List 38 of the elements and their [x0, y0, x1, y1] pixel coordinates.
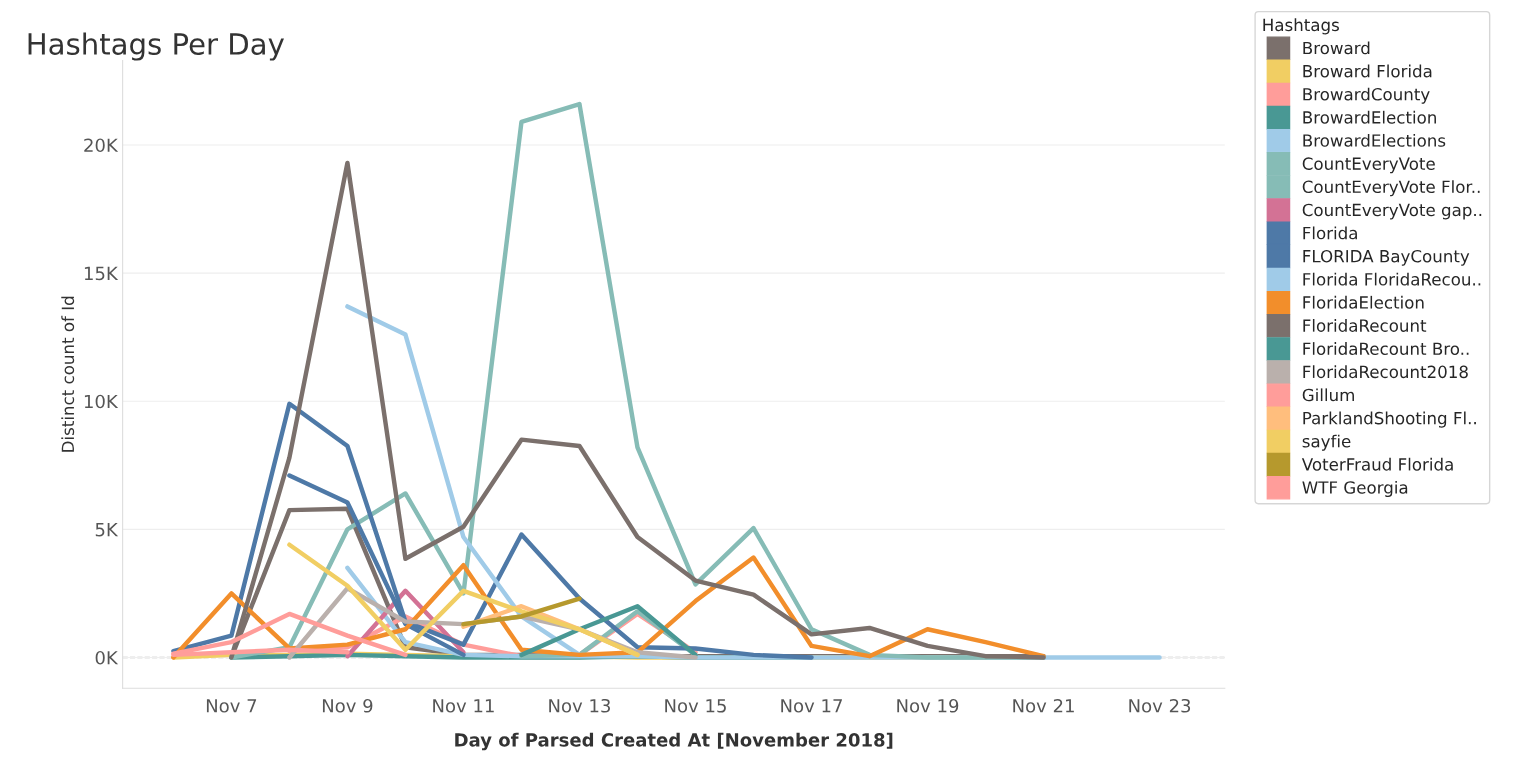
- x-tick-label: Nov 15: [665, 699, 726, 713]
- x-tick-label: Nov 17: [781, 699, 842, 713]
- x-axis-title: Day of Parsed Created At [November 2018]: [455, 732, 893, 751]
- y-tick-label: 0K: [95, 650, 119, 665]
- legend-title: Hashtags: [1263, 18, 1339, 35]
- y-tick-label: 5K: [95, 523, 119, 537]
- legend-label: WTF Georgia: [1302, 480, 1408, 498]
- y-tick-label: 10K: [84, 394, 119, 409]
- legend-label: Florida FloridaRecou..: [1303, 272, 1481, 286]
- legend-label: Florida: [1303, 226, 1357, 240]
- x-tick-label: Nov 23: [1129, 698, 1191, 713]
- legend-label: Broward: [1303, 41, 1370, 55]
- legend-label: Gillum: [1302, 388, 1354, 402]
- y-tick-label: 15K: [84, 266, 119, 281]
- legend-label: CountEveryVote Flor..: [1302, 180, 1480, 197]
- y-tick-label: 20K: [84, 138, 119, 153]
- x-tick-label: Nov 7: [206, 699, 257, 713]
- legend-label: Broward Florida: [1303, 64, 1432, 78]
- y-axis-title: Distinct count of Id: [61, 296, 75, 452]
- legend-label: CountEveryVote: [1302, 157, 1435, 174]
- legend-label: VoterFraud Florida: [1301, 457, 1453, 471]
- x-tick-label: Nov 19: [897, 698, 959, 713]
- x-tick-label: Nov 11: [433, 699, 494, 713]
- legend-label: ParklandShooting Fl..: [1303, 411, 1476, 428]
- legend-label: BrowardElections: [1303, 133, 1446, 147]
- x-tick-label: Nov 13: [549, 698, 610, 713]
- x-tick-label: Nov 21: [1013, 698, 1074, 713]
- legend-label: FloridaRecount: [1303, 318, 1427, 332]
- legend-label: BrowardCounty: [1303, 87, 1430, 104]
- x-tick-label: Nov 9: [322, 698, 373, 713]
- legend-label: FloridaRecount2018: [1303, 365, 1468, 379]
- legend-label: FloridaRecount Bro..: [1303, 342, 1469, 356]
- legend-label: sayfie: [1302, 434, 1351, 451]
- legend-label: CountEveryVote gap..: [1302, 203, 1482, 220]
- legend-label: FLORIDA BayCounty: [1303, 249, 1470, 266]
- legend-label: BrowardElection: [1303, 110, 1436, 124]
- legend-label: FloridaElection: [1303, 295, 1424, 309]
- chart-title: Hashtags Per Day: [28, 32, 284, 61]
